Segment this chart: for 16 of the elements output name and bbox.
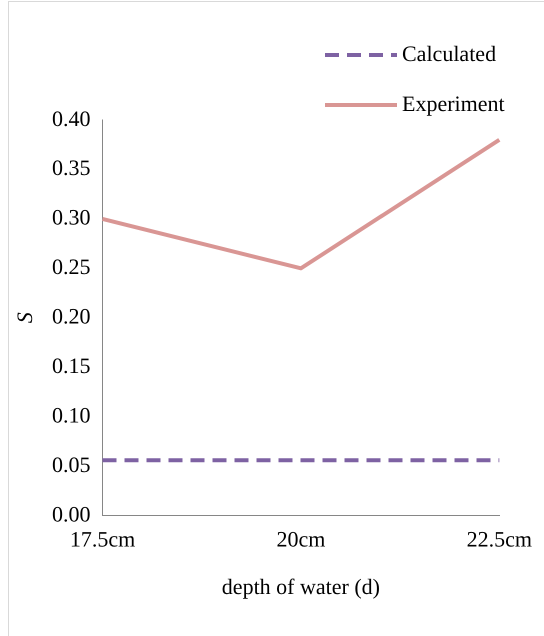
y-tick-label: 0.40: [52, 106, 90, 131]
y-tick-label: 0.05: [52, 452, 90, 477]
x-tick-label: 20cm: [276, 526, 326, 552]
y-axis-title: S: [12, 312, 37, 324]
legend-label: Calculated: [402, 40, 496, 66]
y-tick-label: 0.00: [52, 501, 90, 526]
y-tick-label: 0.20: [52, 304, 90, 329]
x-tick-label: 17.5cm: [70, 526, 136, 552]
legend-label: Experiment: [402, 90, 505, 116]
y-tick-label: 0.25: [52, 254, 90, 280]
y-tick-label: 0.10: [52, 402, 90, 428]
y-tick-label: 0.35: [52, 155, 90, 180]
y-tick-label: 0.30: [52, 204, 90, 230]
x-axis-title: depth of water (d): [222, 574, 380, 599]
x-tick-label: 22.5cm: [466, 526, 532, 552]
y-tick-label: 0.15: [52, 353, 90, 378]
